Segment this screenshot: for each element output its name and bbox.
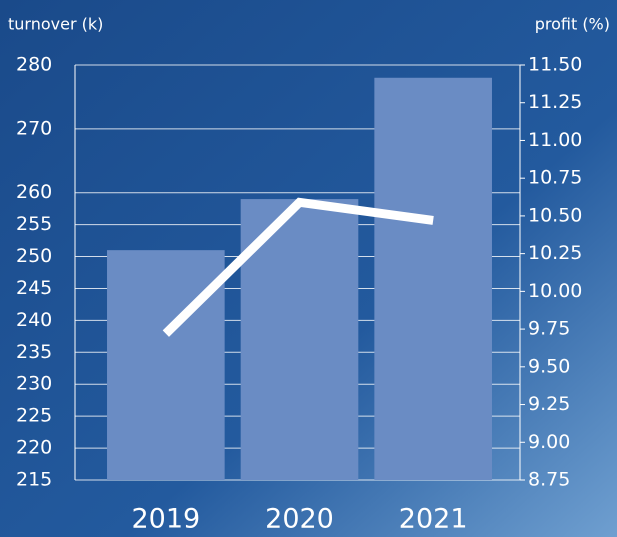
y2-tick-label: 10.00: [528, 280, 582, 302]
line: [162, 197, 434, 337]
y2-tick-label: 8.75: [528, 469, 570, 491]
y2-tick-label: 10.25: [528, 242, 582, 264]
y2-tick-label: 10.75: [528, 167, 582, 189]
y2-tick-label: 9.25: [528, 393, 570, 415]
y2-tick-label: 11.00: [528, 129, 582, 151]
y-tick-label: 230: [16, 373, 52, 395]
y2-tick-label: 10.50: [528, 204, 582, 226]
bar: [374, 77, 492, 481]
bar: [107, 250, 225, 480]
x-tick-label: 2021: [399, 504, 468, 535]
y-tick-label: 270: [16, 117, 52, 139]
y-tick-label: 260: [16, 181, 52, 203]
y2-axis-title: profit (%): [535, 15, 610, 34]
y-tick-label: 250: [16, 245, 52, 267]
y-tick-label: 225: [16, 405, 52, 427]
y-tick-label: 280: [16, 54, 52, 76]
y2-tick-label: 11.25: [528, 91, 582, 113]
y-tick-label: 255: [16, 213, 52, 235]
y-tick-label: 245: [16, 277, 52, 299]
y-tick-label: 235: [16, 341, 52, 363]
y2-tick-label: 9.50: [528, 355, 570, 377]
y-axis-title: turnover (k): [8, 15, 103, 34]
y-tick-label: 215: [16, 469, 52, 491]
y-tick-label: 240: [16, 309, 52, 331]
y-tick-label: 220: [16, 437, 52, 459]
y2-tick-label: 9.00: [528, 431, 570, 453]
x-tick-label: 2019: [131, 504, 200, 535]
y2-tick-label: 9.75: [528, 318, 570, 340]
x-tick-label: 2020: [265, 504, 334, 535]
y2-tick-label: 11.50: [528, 54, 582, 76]
